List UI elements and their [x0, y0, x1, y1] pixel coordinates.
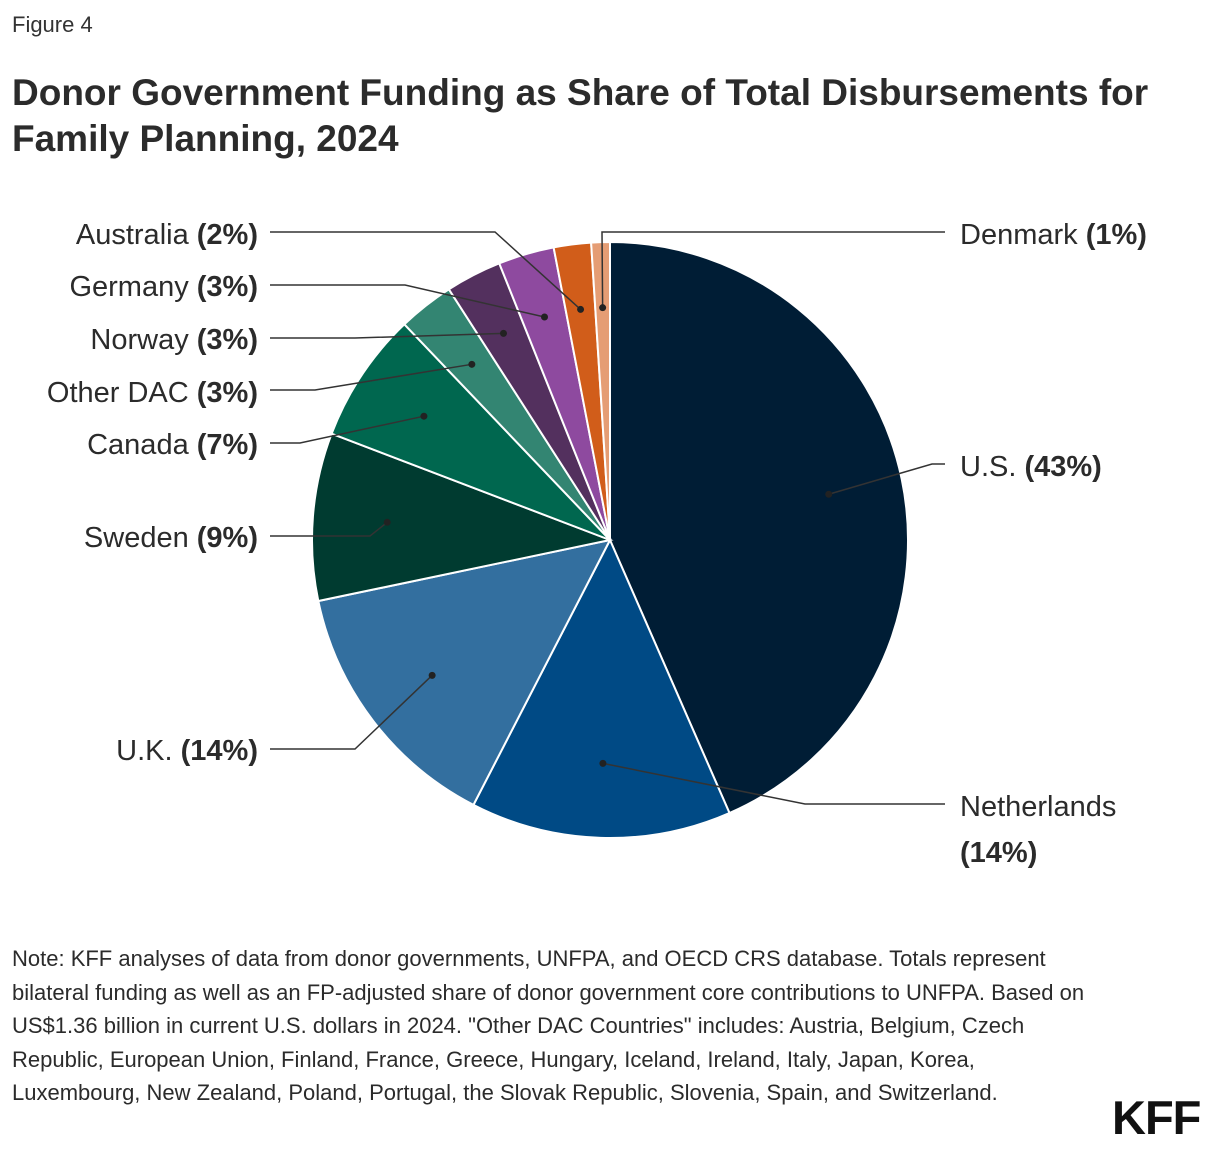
leader-line-canada [270, 415, 425, 444]
slice-label-germany: Germany (3%) [69, 271, 258, 303]
leader-dot-norway [499, 329, 507, 337]
slice-label-sweden: Sweden (9%) [84, 522, 258, 554]
slice-label-canada: Canada (7%) [87, 429, 258, 461]
leader-line-netherlands [602, 762, 945, 805]
pie-slice-u-s [609, 240, 909, 815]
leader-line-other-dac [270, 363, 472, 391]
leader-line-u-k [270, 674, 433, 750]
slice-label-denmark: Denmark (1%) [960, 219, 1147, 251]
pie-slice-sweden [311, 432, 614, 603]
slice-label-u-s: U.S. (43%) [960, 451, 1102, 483]
slice-label-u-k: U.K. (14%) [116, 735, 258, 767]
chart-note: Note: KFF analyses of data from donor go… [12, 946, 1085, 1105]
slice-label-other-dac: Other DAC (3%) [47, 377, 258, 409]
leader-line-germany [270, 284, 545, 318]
slice-label-netherlands: Netherlands (14%) [960, 791, 1116, 869]
leader-dot-u-k [428, 671, 436, 679]
leader-dot-u-s [825, 490, 833, 498]
figure-label: Figure 4 [12, 12, 93, 37]
pie-slice-netherlands [472, 537, 731, 839]
pie-slice-canada [330, 322, 611, 541]
chart-title: Donor Government Funding as Share of Tot… [12, 72, 1149, 159]
leader-dot-other-dac [468, 360, 476, 368]
leader-line-norway [270, 332, 504, 339]
leader-dot-sweden [383, 518, 391, 526]
leader-dot-australia [577, 305, 585, 313]
leader-line-u-s [828, 463, 945, 495]
pie-slice-u-k [317, 538, 612, 807]
slice-label-australia: Australia (2%) [76, 219, 258, 251]
leader-dot-netherlands [599, 759, 607, 767]
slice-label-norway: Norway (3%) [90, 324, 258, 356]
leader-line-sweden [270, 521, 388, 537]
leader-line-denmark [601, 231, 945, 308]
leader-dot-canada [420, 412, 428, 420]
kff-logo: KFF [1112, 1091, 1201, 1144]
slice-labels: U.S. (43%) Netherlands (14%) U.K. (14%) Swed… [47, 219, 1147, 869]
leader-dot-denmark [599, 304, 607, 312]
pie-slices [311, 240, 909, 839]
leader-line-australia [270, 231, 582, 310]
pie-slice-denmark [590, 240, 611, 541]
leader-lines [270, 231, 945, 805]
pie-chart: U.S. (43%) Netherlands (14%) U.K. (14%) Swed… [47, 219, 1147, 869]
leader-dot-germany [541, 313, 549, 321]
